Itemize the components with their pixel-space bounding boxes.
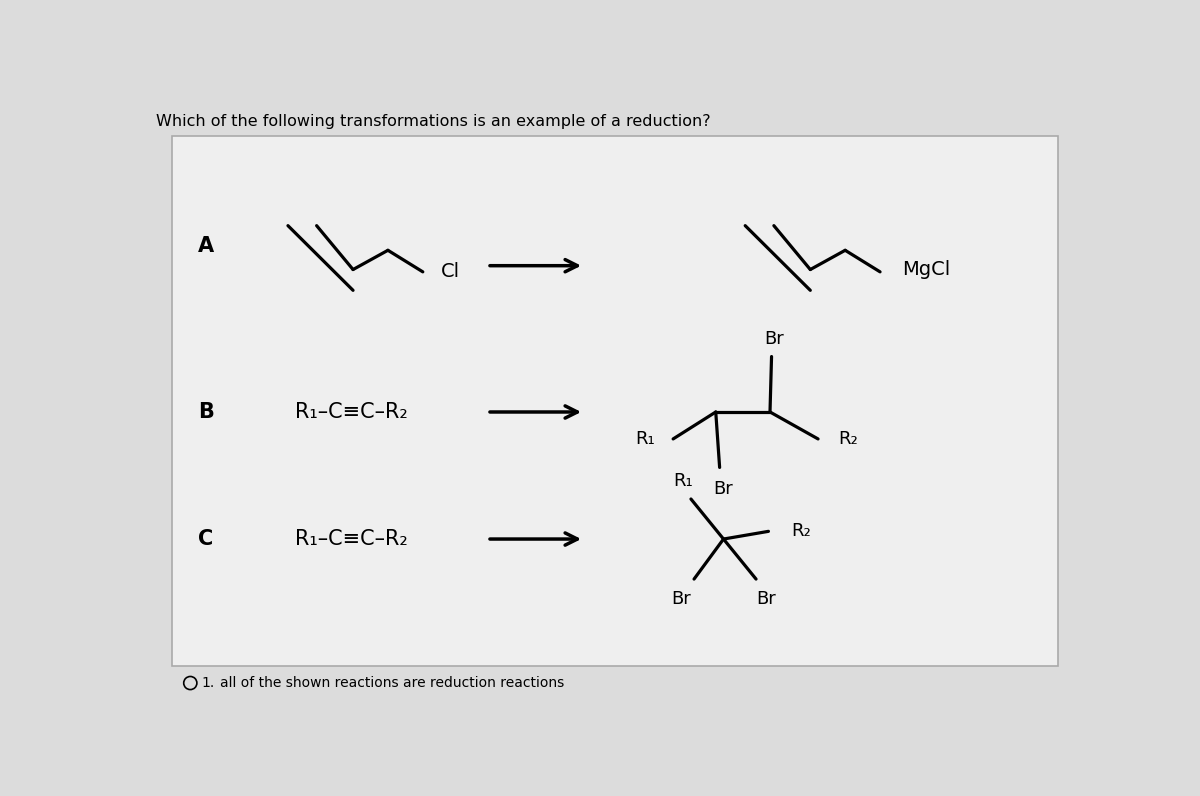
Text: Br: Br: [714, 480, 733, 498]
Text: R₁: R₁: [636, 430, 655, 448]
Text: Cl: Cl: [440, 263, 460, 281]
Text: R₁–C≡C–R₂: R₁–C≡C–R₂: [295, 529, 408, 549]
Text: R₂: R₂: [839, 430, 858, 448]
Text: Br: Br: [756, 590, 776, 608]
Text: A: A: [198, 236, 214, 256]
Text: all of the shown reactions are reduction reactions: all of the shown reactions are reduction…: [220, 676, 564, 690]
Text: R₁–C≡C–R₂: R₁–C≡C–R₂: [295, 402, 408, 422]
Text: R₁: R₁: [673, 472, 694, 490]
FancyBboxPatch shape: [172, 136, 1058, 666]
Text: R₂: R₂: [792, 522, 811, 540]
Text: MgCl: MgCl: [901, 260, 950, 279]
Text: B: B: [198, 402, 214, 422]
Text: Br: Br: [764, 330, 784, 348]
Text: Br: Br: [671, 590, 691, 608]
Text: C: C: [198, 529, 214, 549]
Text: 1.: 1.: [202, 676, 215, 690]
Text: Which of the following transformations is an example of a reduction?: Which of the following transformations i…: [156, 114, 710, 129]
